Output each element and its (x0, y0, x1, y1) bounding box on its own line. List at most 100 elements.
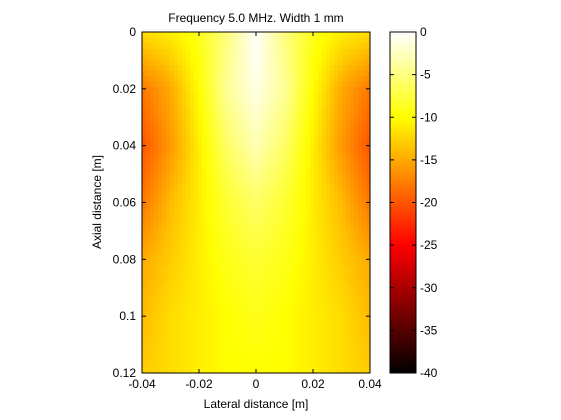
heatmap-cell (294, 258, 299, 264)
heatmap-cell (354, 170, 359, 176)
heatmap-cell (146, 71, 151, 77)
heatmap-cell (142, 120, 147, 126)
heatmap-cell (230, 230, 235, 236)
heatmap-cell (322, 142, 327, 148)
heatmap-cell (150, 120, 155, 126)
heatmap-cell (214, 148, 219, 154)
heatmap-cell (358, 236, 363, 242)
heatmap-cell (178, 60, 183, 66)
heatmap-cell (326, 208, 331, 214)
heatmap-cell (190, 32, 195, 38)
heatmap-cell (362, 82, 367, 88)
heatmap-cell (166, 324, 171, 330)
heatmap-cell (350, 208, 355, 214)
heatmap-cell (218, 186, 223, 192)
heatmap-cell (342, 54, 347, 60)
heatmap-cell (170, 76, 175, 82)
heatmap-cell (234, 324, 239, 330)
heatmap-cell (262, 225, 267, 231)
heatmap-cell (302, 263, 307, 269)
heatmap-cell (222, 285, 227, 291)
heatmap-cell (258, 49, 263, 55)
heatmap-cell (194, 148, 199, 154)
heatmap-cell (334, 236, 339, 242)
heatmap-cell (338, 197, 343, 203)
heatmap-cell (266, 115, 271, 121)
heatmap-cell (282, 296, 287, 302)
heatmap-cell (254, 307, 259, 313)
heatmap-cell (302, 98, 307, 104)
heatmap-cell (222, 329, 227, 335)
heatmap-cell (190, 346, 195, 352)
colorbar-tick-label: 0 (420, 25, 427, 39)
heatmap-cell (214, 93, 219, 99)
heatmap-cell (290, 307, 295, 313)
heatmap-cell (182, 93, 187, 99)
heatmap-cell (346, 241, 351, 247)
heatmap-cell (266, 340, 271, 346)
heatmap-cell (162, 203, 167, 209)
heatmap-cell (178, 109, 183, 115)
heatmap-cell (318, 104, 323, 110)
heatmap-cell (234, 357, 239, 363)
heatmap-cell (242, 208, 247, 214)
heatmap-cell (294, 93, 299, 99)
heatmap-cell (146, 38, 151, 44)
heatmap-cell (262, 60, 267, 66)
heatmap-cell (234, 181, 239, 187)
heatmap-cell (250, 170, 255, 176)
heatmap-cell (254, 76, 259, 82)
heatmap-cell (310, 60, 315, 66)
heatmap-cell (166, 131, 171, 137)
heatmap-cell (182, 296, 187, 302)
heatmap-cell (302, 142, 307, 148)
heatmap-cell (242, 186, 247, 192)
heatmap-cell (362, 362, 367, 368)
heatmap-cell (286, 236, 291, 242)
heatmap-cell (290, 98, 295, 104)
heatmap-cell (290, 104, 295, 110)
heatmap-cell (198, 258, 203, 264)
heatmap-cell (206, 208, 211, 214)
heatmap-cell (146, 159, 151, 165)
heatmap-cell (318, 49, 323, 55)
heatmap-cell (170, 87, 175, 93)
heatmap-cell (322, 346, 327, 352)
heatmap-cell (270, 104, 275, 110)
heatmap-cell (222, 126, 227, 132)
heatmap-cell (146, 241, 151, 247)
heatmap-cell (254, 335, 259, 341)
heatmap-cell (186, 362, 191, 368)
heatmap-cell (318, 302, 323, 308)
heatmap-cell (150, 219, 155, 225)
heatmap-cell (254, 137, 259, 143)
heatmap-cell (234, 87, 239, 93)
heatmap-cell (362, 104, 367, 110)
heatmap-cell (270, 82, 275, 88)
heatmap-cell (142, 329, 147, 335)
heatmap-cell (262, 87, 267, 93)
heatmap-cell (286, 38, 291, 44)
heatmap-cell (278, 335, 283, 341)
heatmap-cell (206, 263, 211, 269)
heatmap-cell (326, 269, 331, 275)
heatmap-cell (226, 76, 231, 82)
heatmap-cell (362, 170, 367, 176)
heatmap-cell (286, 324, 291, 330)
heatmap-cell (194, 109, 199, 115)
heatmap-cell (354, 115, 359, 121)
heatmap-cell (230, 340, 235, 346)
heatmap-cell (170, 71, 175, 77)
heatmap-cell (234, 197, 239, 203)
heatmap-cell (342, 230, 347, 236)
heatmap-cell (266, 362, 271, 368)
heatmap-cell (186, 318, 191, 324)
heatmap-cell (222, 318, 227, 324)
heatmap-cell (294, 340, 299, 346)
heatmap-cell (314, 214, 319, 220)
heatmap-cell (142, 54, 147, 60)
heatmap-cell (306, 43, 311, 49)
heatmap-cell (274, 186, 279, 192)
heatmap-cell (334, 214, 339, 220)
heatmap-cell (218, 126, 223, 132)
